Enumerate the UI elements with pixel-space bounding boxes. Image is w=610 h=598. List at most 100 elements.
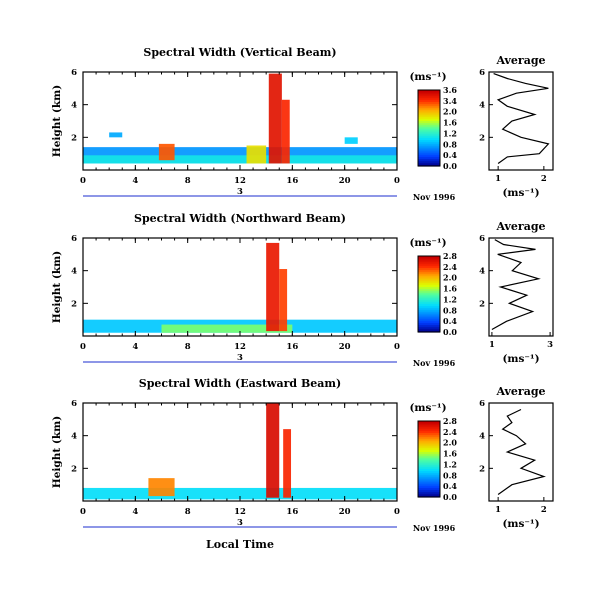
colorbar-tick-label: 1.2 bbox=[443, 294, 457, 304]
colorbar-tick-label: 2.0 bbox=[443, 438, 457, 448]
y-tick-label: 6 bbox=[71, 399, 77, 409]
colorbar-tick-label: 3.4 bbox=[443, 96, 457, 106]
y-tick-label: 6 bbox=[71, 234, 77, 244]
x-tick-label: 0 bbox=[394, 507, 400, 517]
colorbar-tick-label: 0.4 bbox=[443, 150, 457, 160]
colorbar-segment bbox=[418, 447, 440, 451]
average-unit: (ms⁻¹) bbox=[502, 353, 539, 365]
colorbar-segment bbox=[418, 91, 440, 95]
colorbar-tick-label: 3.6 bbox=[443, 85, 457, 95]
colorbar-segment bbox=[418, 459, 440, 462]
colorbar-segment bbox=[418, 269, 440, 272]
colorbar-segment bbox=[418, 126, 440, 129]
colorbar-segment bbox=[418, 263, 440, 267]
colorbar-segment bbox=[418, 489, 440, 492]
colorbar-tick-label: 2.4 bbox=[443, 262, 457, 272]
colorbar-segment bbox=[418, 453, 440, 456]
x-tick-label: 4 bbox=[132, 342, 138, 352]
colorbar-tick-label: 1.6 bbox=[443, 449, 457, 459]
colorbar-segment bbox=[418, 313, 440, 316]
colorbar-segment bbox=[418, 273, 440, 276]
heatmap-cell bbox=[268, 73, 282, 164]
x-tick-label: 8 bbox=[185, 176, 191, 186]
colorbar-segment bbox=[418, 286, 440, 289]
colorbar-segment bbox=[418, 276, 440, 280]
colorbar-tick-label: 2.0 bbox=[443, 273, 457, 283]
colorbar-segment bbox=[418, 103, 440, 106]
colorbar-segment bbox=[418, 436, 440, 439]
month-year-label: Nov 1996 bbox=[413, 358, 456, 368]
colorbar-segment bbox=[418, 280, 440, 284]
colorbar-segment bbox=[418, 90, 440, 93]
colorbar-tick-label: 0.0 bbox=[443, 492, 457, 502]
colorbar-segment bbox=[418, 432, 440, 435]
colorbar-segment bbox=[418, 145, 440, 148]
colorbar-segment bbox=[418, 466, 440, 470]
colorbar-segment bbox=[418, 158, 440, 161]
colorbar-segment bbox=[418, 109, 440, 112]
heatmap-cell bbox=[281, 99, 290, 164]
heatmap-cell bbox=[279, 269, 288, 332]
colorbar-unit: (ms⁻¹) bbox=[409, 71, 446, 83]
x-tick-label: 20 bbox=[339, 507, 351, 517]
colorbar-segment bbox=[418, 481, 440, 485]
panel-title: Spectral Width (Eastward Beam) bbox=[139, 377, 341, 390]
x-axis-label: Local Time bbox=[206, 538, 274, 551]
colorbar-segment bbox=[418, 445, 440, 449]
colorbar-segment bbox=[418, 107, 440, 110]
avg-x-tick-label: 2 bbox=[541, 505, 547, 515]
heatmap-cell bbox=[83, 487, 397, 500]
x-tick-label: 0 bbox=[394, 176, 400, 186]
colorbar-segment bbox=[418, 93, 440, 97]
colorbar-segment bbox=[418, 457, 440, 460]
x-tick-label: 0 bbox=[80, 507, 86, 517]
heatmap-cell bbox=[83, 155, 397, 164]
heatmap-cell bbox=[266, 403, 280, 498]
colorbar-tick-label: 0.8 bbox=[443, 470, 457, 480]
average-profile-line bbox=[497, 408, 546, 495]
colorbar-frame bbox=[417, 255, 441, 333]
colorbar-segment bbox=[418, 105, 440, 108]
colorbar-segment bbox=[418, 330, 440, 333]
colorbar-segment bbox=[418, 326, 440, 329]
colorbar-segment bbox=[418, 164, 440, 167]
colorbar-segment bbox=[418, 95, 440, 99]
colorbar-segment bbox=[418, 129, 440, 133]
colorbar-segment bbox=[418, 259, 440, 263]
colorbar-segment bbox=[418, 316, 440, 320]
colorbar-segment bbox=[418, 451, 440, 454]
colorbar-segment bbox=[418, 311, 440, 314]
x-tick-label: 16 bbox=[286, 342, 298, 352]
colorbar-segment bbox=[418, 305, 440, 308]
colorbar-segment bbox=[418, 299, 440, 303]
colorbar-segment bbox=[418, 428, 440, 432]
colorbar-unit: (ms⁻¹) bbox=[409, 237, 446, 249]
colorbar-frame bbox=[417, 89, 441, 167]
colorbar-tick-label: 1.2 bbox=[443, 128, 457, 138]
colorbar-tick-label: 1.6 bbox=[443, 118, 457, 128]
colorbar-segment bbox=[418, 267, 440, 270]
colorbar-segment bbox=[418, 324, 440, 327]
colorbar-segment bbox=[418, 110, 440, 114]
colorbar-segment bbox=[418, 282, 440, 286]
colorbar-segment bbox=[418, 468, 440, 471]
colorbar-segment bbox=[418, 156, 440, 159]
avg-y-tick-label: 6 bbox=[479, 399, 485, 409]
heatmap-cell bbox=[344, 137, 358, 144]
colorbar-segment bbox=[418, 154, 440, 158]
month-year-label: Nov 1996 bbox=[413, 523, 456, 533]
x-tick-label: 16 bbox=[286, 176, 298, 186]
avg-y-tick-label: 2 bbox=[479, 299, 485, 309]
colorbar-segment bbox=[418, 485, 440, 489]
colorbar-segment bbox=[418, 455, 440, 458]
panel-1: Spectral Width (Northward Beam)0 4 8 12 16 20… bbox=[51, 212, 554, 368]
average-title: Average bbox=[495, 385, 545, 398]
colorbar-segment bbox=[418, 271, 440, 274]
day-label: 3 bbox=[237, 353, 243, 363]
colorbar-segment bbox=[418, 474, 440, 477]
colorbar-segment bbox=[418, 261, 440, 265]
y-axis-label: Height (km) bbox=[51, 85, 63, 157]
average-profile-line bbox=[491, 239, 541, 331]
colorbar-segment bbox=[418, 479, 440, 483]
colorbar-segment bbox=[418, 424, 440, 428]
